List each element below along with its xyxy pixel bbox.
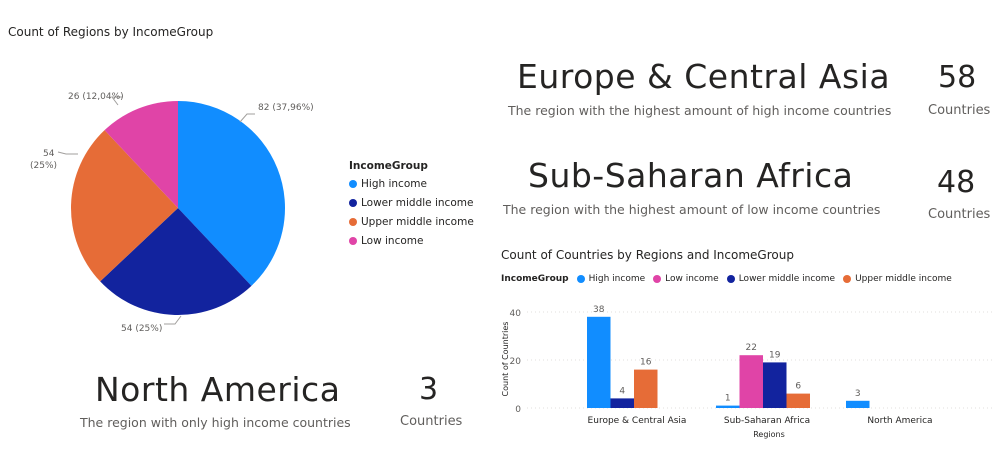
bar-legend: IncomeGroup High income Low income Lower…	[501, 274, 952, 284]
legend-dot	[349, 180, 357, 188]
legend-dot	[576, 275, 585, 283]
y-tick-label: 0	[515, 405, 521, 415]
card-unit-sub-saharan-africa: Countries	[928, 207, 991, 222]
y-tick-label: 20	[510, 357, 522, 367]
bar-sub-saharan-africa-lower-middle-income[interactable]	[763, 362, 787, 408]
bar-data-label: 1	[725, 394, 731, 404]
bar-data-label: 38	[593, 305, 605, 315]
pie-chart[interactable]: 82 (37,96%) 54 (25%) 54 (25%) 26 (12,04%…	[0, 80, 340, 350]
bar-data-label: 19	[769, 350, 781, 360]
pie-slice-high-income[interactable]	[178, 101, 285, 286]
pie-leader-line	[164, 315, 182, 325]
bar-sub-saharan-africa-low-income[interactable]	[739, 355, 764, 408]
legend-dot	[349, 237, 357, 245]
pie-chart-title: Count of Regions by IncomeGroup	[8, 25, 214, 39]
legend-dot	[349, 199, 357, 207]
bar-chart[interactable]: 38 4 16 Europe & Central Asia 1 22 19 6 Sub-Saha…	[495, 290, 1000, 450]
bar-sub-saharan-africa-upper-middle-income[interactable]	[786, 393, 811, 408]
bar-legend-title: IncomeGroup	[501, 274, 569, 284]
y-tick-label: 40	[510, 309, 522, 319]
card-region-europe-central-asia: Europe & Central Asia	[517, 57, 891, 96]
x-axis-label: Regions	[753, 430, 785, 439]
pie-legend: IncomeGroup High income Lower middle inc…	[349, 160, 474, 247]
bar-chart-title: Count of Countries by Regions and Income…	[501, 248, 794, 262]
pie-label-lower-middle-income: 54 (25%)	[121, 324, 162, 334]
bar-legend-item-low-income[interactable]: Low income	[653, 274, 719, 284]
pie-label-low-income: 26 (12,04%)	[68, 92, 124, 102]
card-unit-north-america: Countries	[400, 414, 463, 429]
bar-data-label: 3	[855, 389, 861, 399]
pie-legend-item-low-income[interactable]: Low income	[349, 235, 474, 247]
bar-data-label: 6	[795, 382, 801, 392]
pie-slice-upper-middle-income[interactable]	[71, 130, 178, 282]
bar-north-america-high-income[interactable]	[846, 400, 870, 408]
pie-leader-line	[57, 151, 78, 155]
bar-europe-central-asia-high-income[interactable]	[587, 316, 611, 408]
pie-slice-low-income[interactable]	[104, 101, 178, 208]
pie-leader-line	[111, 96, 122, 106]
card-desc-sub-saharan-africa: The region with the highest amount of lo…	[503, 202, 881, 217]
pie-slice-lower-middle-income[interactable]	[100, 208, 252, 315]
bar-data-label: 4	[619, 386, 625, 396]
bar-data-label: 16	[640, 358, 652, 368]
card-desc-north-america: The region with only high income countri…	[80, 415, 351, 430]
legend-dot	[843, 275, 852, 283]
legend-dot	[653, 275, 662, 283]
x-category-label: North America	[867, 416, 932, 426]
legend-dot	[349, 218, 357, 226]
x-category-label: Europe & Central Asia	[588, 416, 687, 426]
card-count-north-america: 3	[419, 372, 439, 407]
card-unit-europe-central-asia: Countries	[928, 103, 991, 118]
pie-legend-item-upper-middle-income[interactable]: Upper middle income	[349, 216, 474, 228]
card-count-sub-saharan-africa: 48	[937, 165, 976, 200]
bar-legend-item-upper-middle-income[interactable]: Upper middle income	[843, 274, 952, 284]
card-count-europe-central-asia: 58	[938, 60, 977, 95]
pie-label-high-income: 82 (37,96%)	[258, 103, 314, 113]
pie-legend-item-lower-middle-income[interactable]: Lower middle income	[349, 197, 474, 209]
bar-sub-saharan-africa-high-income[interactable]	[716, 405, 740, 408]
y-axis-label: Count of Countries	[501, 322, 510, 397]
bar-europe-central-asia-lower-middle-income[interactable]	[610, 398, 635, 408]
pie-legend-title: IncomeGroup	[349, 160, 428, 172]
pie-label-upper-middle-income-percent: (25%)	[30, 161, 57, 171]
pie-label-upper-middle-income-value: 54	[43, 149, 55, 159]
pie-legend-item-high-income[interactable]: High income	[349, 178, 474, 190]
bar-data-label: 22	[746, 343, 757, 353]
card-region-sub-saharan-africa: Sub-Saharan Africa	[528, 156, 854, 195]
card-desc-europe-central-asia: The region with the highest amount of hi…	[508, 103, 892, 118]
legend-dot	[726, 275, 735, 283]
bar-legend-item-high-income[interactable]: High income	[576, 274, 645, 284]
pie-leader-line	[239, 113, 255, 123]
bar-legend-item-lower-middle-income[interactable]: Lower middle income	[726, 274, 835, 284]
bar-europe-central-asia-upper-middle-income[interactable]	[634, 369, 658, 408]
card-region-north-america: North America	[95, 370, 341, 409]
x-category-label: Sub-Saharan Africa	[724, 416, 810, 426]
